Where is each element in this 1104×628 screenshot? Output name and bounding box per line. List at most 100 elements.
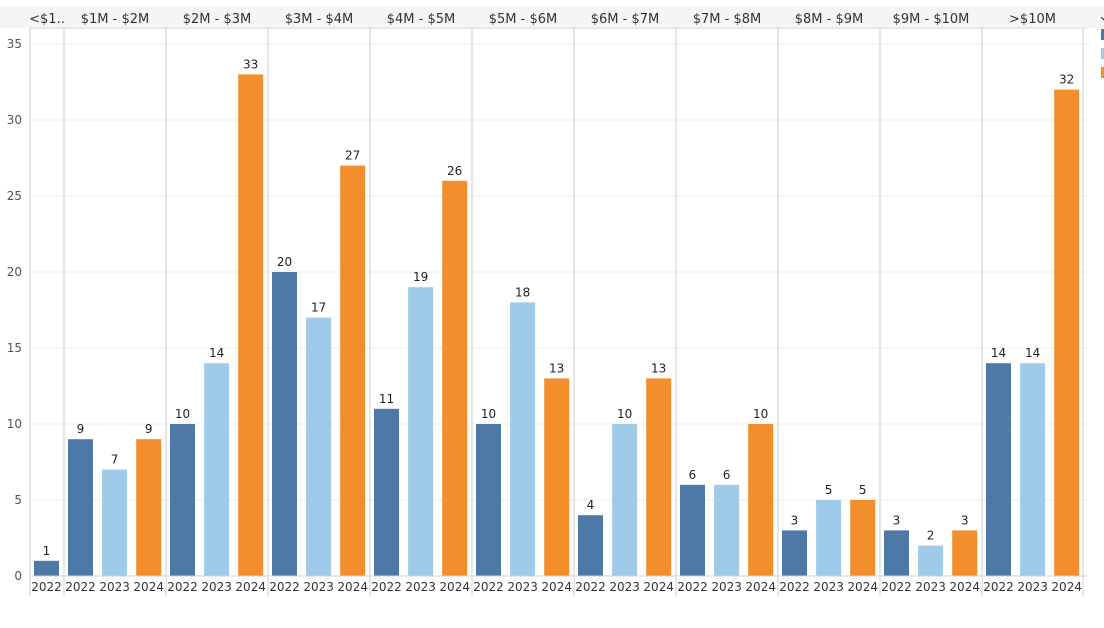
bar [34, 560, 59, 576]
y-tick-label: 20 [7, 265, 22, 279]
data-label: 9 [145, 422, 153, 436]
bar [952, 530, 978, 576]
y-tick-label: 15 [7, 341, 22, 355]
x-tick-label: 2023 [609, 580, 640, 594]
bar [714, 484, 740, 576]
legend-swatch [1101, 48, 1104, 59]
data-label: 6 [689, 468, 697, 482]
x-tick-label: 2022 [371, 580, 402, 594]
x-tick-label: 2023 [813, 580, 844, 594]
bar [340, 165, 366, 576]
column-headers: <$1.. $1M - $2M $2M - $3M $3M - $4M $4M - $5… [0, 6, 1104, 29]
data-label: 3 [791, 513, 799, 527]
x-tick-label: 2023 [507, 580, 538, 594]
bar [782, 530, 807, 576]
x-tick-label: 2023 [201, 580, 232, 594]
x-axis: 2022 2022 2023 2024 2022 2023 2024 2022 2023 2024… [30, 575, 1087, 594]
x-tick-label: 2023 [405, 580, 436, 594]
column-header: $6M - $7M [591, 12, 659, 27]
legend-swatch [1101, 29, 1104, 40]
bar [238, 74, 264, 577]
bar [918, 545, 944, 576]
column-header: >$10M [1009, 12, 1056, 27]
x-tick-label: 2022 [881, 580, 912, 594]
data-label: 10 [481, 407, 496, 421]
bar [1054, 89, 1080, 576]
x-tick-label: 2022 [65, 580, 96, 594]
x-tick-label: 2023 [303, 580, 334, 594]
data-label: 19 [413, 270, 428, 284]
data-label: 5 [825, 483, 833, 497]
data-label: 18 [515, 285, 530, 299]
column-header: $5M - $6M [489, 12, 557, 27]
data-label: 1 [43, 544, 51, 558]
data-label: 5 [859, 483, 867, 497]
bar [306, 317, 332, 576]
x-tick-label: 2022 [677, 580, 708, 594]
x-tick-label: 2022 [779, 580, 810, 594]
data-label: 14 [991, 346, 1006, 360]
x-tick-label: 2024 [133, 580, 164, 594]
data-label: 14 [1025, 346, 1040, 360]
column-header: $8M - $9M [795, 12, 863, 27]
data-label: 6 [723, 468, 731, 482]
data-label: 10 [617, 407, 632, 421]
x-tick-label: 2022 [575, 580, 606, 594]
x-tick-label: 2023 [99, 580, 130, 594]
data-label: 27 [345, 149, 360, 163]
x-tick-label: 2024 [643, 580, 674, 594]
bar [816, 500, 842, 576]
bar [374, 408, 399, 576]
bar [272, 272, 297, 576]
column-header: $9M - $10M [893, 12, 970, 27]
x-tick-label: 2024 [439, 580, 470, 594]
data-label: 2 [927, 529, 935, 543]
column-header: $3M - $4M [285, 12, 353, 27]
data-label: 17 [311, 301, 326, 315]
bar [102, 469, 128, 576]
bar [748, 424, 774, 576]
bars [34, 74, 1080, 577]
data-label: 10 [175, 407, 190, 421]
data-label: 4 [587, 498, 595, 512]
data-label: 11 [379, 392, 394, 406]
bar [680, 484, 705, 576]
x-tick-label: 2022 [31, 580, 62, 594]
x-tick-label: 2022 [473, 580, 504, 594]
bar [476, 424, 501, 576]
x-tick-label: 2023 [915, 580, 946, 594]
data-label: 14 [209, 346, 224, 360]
column-header: <$1.. [29, 12, 65, 27]
column-header: $4M - $5M [387, 12, 455, 27]
y-tick-label: 0 [14, 569, 22, 583]
bar [204, 363, 230, 576]
x-tick-label: 2024 [949, 580, 980, 594]
column-header: $7M - $8M [693, 12, 761, 27]
y-axis: 0 5 10 15 20 25 30 35 [7, 28, 31, 596]
bar [510, 302, 536, 576]
x-tick-label: 2024 [847, 580, 878, 594]
bar [1020, 363, 1046, 576]
data-label: 26 [447, 164, 462, 178]
bar [544, 378, 570, 576]
x-tick-label: 2022 [167, 580, 198, 594]
bar [408, 287, 434, 576]
data-label: 3 [961, 513, 969, 527]
bar [136, 439, 162, 576]
bar [850, 500, 876, 576]
data-label: 3 [893, 513, 901, 527]
panel-dividers [63, 6, 1084, 596]
bar [884, 530, 909, 576]
data-label: 9 [77, 422, 85, 436]
data-label: 32 [1059, 73, 1074, 87]
legend-swatch [1101, 67, 1104, 78]
bar [170, 424, 195, 576]
x-tick-label: 2023 [711, 580, 742, 594]
y-tick-label: 10 [7, 417, 22, 431]
legend-chevron-icon[interactable]: ⌄ [1098, 9, 1104, 24]
data-label: 10 [753, 407, 768, 421]
y-tick-label: 30 [7, 113, 22, 127]
bar [646, 378, 672, 576]
